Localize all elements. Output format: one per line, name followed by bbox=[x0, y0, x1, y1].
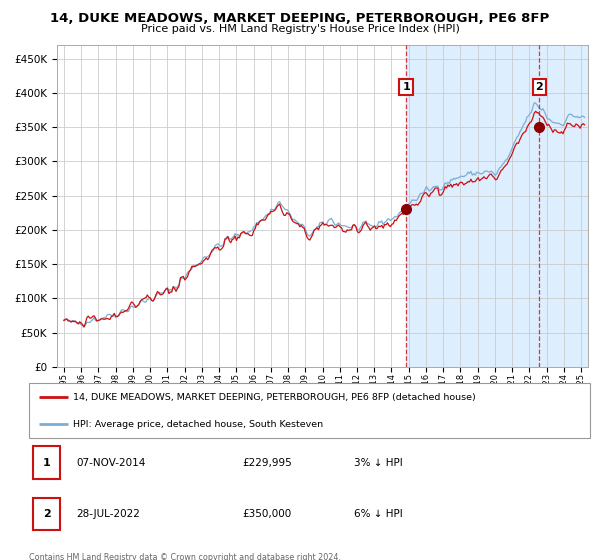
FancyBboxPatch shape bbox=[33, 497, 60, 530]
Text: 6% ↓ HPI: 6% ↓ HPI bbox=[354, 509, 403, 519]
Text: Contains HM Land Registry data © Crown copyright and database right 2024.
This d: Contains HM Land Registry data © Crown c… bbox=[29, 553, 341, 560]
Text: 2: 2 bbox=[535, 82, 543, 92]
Text: £350,000: £350,000 bbox=[242, 509, 291, 519]
Text: 14, DUKE MEADOWS, MARKET DEEPING, PETERBOROUGH, PE6 8FP (detached house): 14, DUKE MEADOWS, MARKET DEEPING, PETERB… bbox=[73, 393, 475, 402]
Text: 2: 2 bbox=[43, 509, 50, 519]
Bar bbox=[406, 45, 588, 367]
Text: HPI: Average price, detached house, South Kesteven: HPI: Average price, detached house, Sout… bbox=[73, 419, 323, 429]
Text: 3% ↓ HPI: 3% ↓ HPI bbox=[354, 458, 403, 468]
Text: 1: 1 bbox=[43, 458, 50, 468]
Text: £229,995: £229,995 bbox=[242, 458, 292, 468]
FancyBboxPatch shape bbox=[33, 446, 60, 479]
FancyBboxPatch shape bbox=[29, 383, 590, 438]
Text: Price paid vs. HM Land Registry's House Price Index (HPI): Price paid vs. HM Land Registry's House … bbox=[140, 24, 460, 34]
Text: 28-JUL-2022: 28-JUL-2022 bbox=[76, 509, 140, 519]
Text: 1: 1 bbox=[402, 82, 410, 92]
Text: 14, DUKE MEADOWS, MARKET DEEPING, PETERBOROUGH, PE6 8FP: 14, DUKE MEADOWS, MARKET DEEPING, PETERB… bbox=[50, 12, 550, 25]
Text: 07-NOV-2014: 07-NOV-2014 bbox=[76, 458, 146, 468]
